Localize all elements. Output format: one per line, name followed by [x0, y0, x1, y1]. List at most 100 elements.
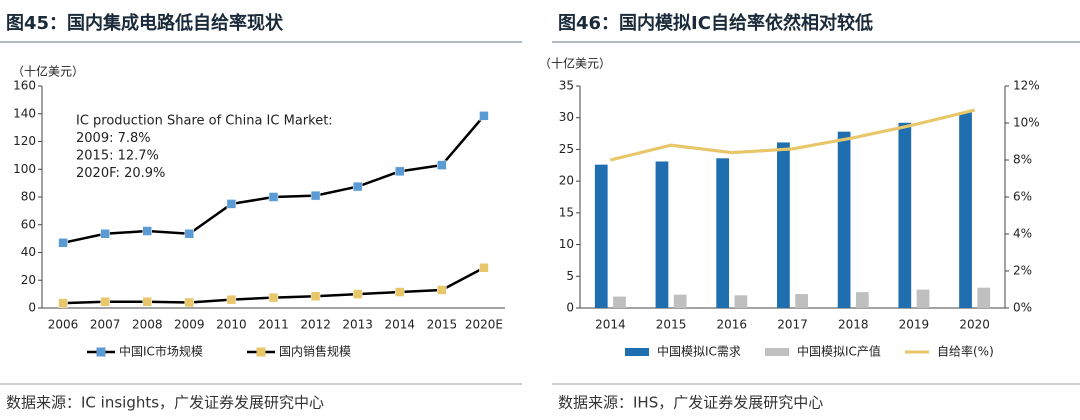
marker — [268, 292, 279, 303]
x-tick-label: 2017 — [777, 318, 808, 332]
y-tick-label: 30 — [559, 110, 574, 124]
x-tick-label: 2007 — [90, 318, 121, 332]
legend-marker — [96, 347, 106, 357]
y-tick-label: 35 — [559, 79, 574, 93]
y2-tick-label: 0% — [1013, 301, 1032, 315]
y-tick-label: 10 — [559, 237, 574, 251]
x-tick-label: 2011 — [258, 318, 289, 332]
marker — [184, 297, 195, 308]
y-tick-label: 5 — [566, 269, 574, 283]
y-tick-label: 15 — [559, 205, 574, 219]
legend-swatch — [765, 348, 789, 356]
marker — [58, 238, 68, 248]
legend-label: 中国模拟IC产值 — [797, 344, 881, 359]
marker — [479, 111, 489, 121]
chart-title: 图46：国内模拟IC自给率依然相对较低 — [558, 12, 873, 34]
y-tick-label: 0 — [566, 301, 574, 315]
bar — [916, 289, 930, 308]
marker — [352, 289, 363, 299]
y2-tick-label: 12% — [1013, 79, 1040, 93]
bar — [734, 295, 748, 308]
marker — [437, 160, 447, 170]
bar — [977, 287, 991, 308]
marker — [142, 226, 152, 236]
y-tick-label: 40 — [21, 245, 36, 259]
y2-tick-label: 4% — [1013, 227, 1032, 241]
annotation: IC production Share of China IC Market: — [76, 114, 333, 129]
y2-tick-label: 6% — [1013, 190, 1032, 204]
y2-tick-label: 8% — [1013, 153, 1032, 167]
x-tick-label: 2006 — [48, 318, 79, 332]
x-tick-label: 2013 — [342, 318, 373, 332]
marker — [184, 229, 195, 239]
x-tick-label: 2010 — [216, 318, 247, 332]
x-tick-label: 2016 — [717, 318, 748, 332]
legend-label: 国内销售规模 — [279, 344, 351, 359]
x-tick-label: 2018 — [838, 318, 869, 332]
y2-tick-label: 2% — [1013, 264, 1032, 278]
annotation: 2020F: 20.9% — [76, 166, 165, 181]
bar — [959, 112, 972, 309]
y-tick-label: 140 — [13, 106, 36, 120]
legend-marker — [256, 347, 266, 357]
y-axis-label: （十亿美元） — [12, 64, 84, 79]
x-tick-label: 2015 — [656, 318, 687, 332]
marker — [226, 294, 237, 305]
marker — [395, 287, 405, 297]
annotation: 2015: 12.7% — [76, 149, 159, 164]
marker — [268, 192, 279, 202]
marker — [352, 181, 363, 192]
marker — [437, 285, 447, 295]
y-tick-label: 160 — [13, 79, 36, 93]
y-tick-label: 25 — [559, 142, 574, 156]
series-line — [610, 108, 975, 162]
marker — [58, 298, 68, 308]
bar — [777, 142, 790, 308]
bar — [716, 158, 730, 308]
x-tick-label: 2019 — [899, 318, 930, 332]
annotation: 2009: 7.8% — [76, 131, 151, 146]
marker — [142, 297, 152, 307]
bar — [594, 164, 608, 308]
x-tick-label: 2008 — [132, 318, 163, 332]
source: 数据来源：IC insights，广发证券发展研究中心 — [6, 394, 324, 412]
bar — [795, 294, 808, 308]
legend-label: 中国IC市场规模 — [119, 344, 203, 359]
y-tick-label: 0 — [28, 301, 36, 315]
marker — [310, 190, 321, 201]
marker — [100, 297, 110, 307]
marker — [100, 229, 110, 239]
bar — [655, 161, 669, 308]
legend-label: 自给率(%) — [937, 344, 994, 359]
bar — [673, 294, 687, 308]
y-tick-label: 120 — [13, 134, 36, 148]
y-tick-label: 100 — [13, 162, 36, 176]
marker — [395, 166, 405, 177]
y-axis-label: （十亿美元） — [539, 56, 611, 71]
x-tick-label: 2020 — [959, 318, 990, 332]
x-tick-label: 2009 — [174, 318, 205, 332]
x-tick-label: 2020E — [465, 318, 503, 332]
chart-title: 图45：国内集成电路低自给率现状 — [6, 12, 284, 34]
marker — [226, 199, 237, 209]
series-line — [610, 108, 975, 162]
source: 数据来源：IHS，广发证券发展研究中心 — [558, 394, 823, 412]
y2-tick-label: 10% — [1013, 116, 1040, 130]
y-tick-label: 20 — [21, 273, 36, 287]
marker — [310, 291, 321, 301]
bar — [898, 122, 912, 308]
marker — [479, 263, 489, 273]
y-tick-label: 20 — [559, 174, 574, 188]
legend-label: 中国模拟IC需求 — [657, 344, 741, 359]
x-tick-label: 2014 — [595, 318, 626, 332]
legend-swatch — [625, 348, 649, 356]
y-tick-label: 60 — [21, 217, 36, 231]
y-tick-label: 80 — [21, 190, 36, 204]
x-tick-label: 2012 — [300, 318, 331, 332]
x-tick-label: 2015 — [427, 318, 458, 332]
bar — [613, 296, 626, 308]
x-tick-label: 2014 — [384, 318, 415, 332]
bar — [855, 292, 869, 308]
bar — [837, 131, 851, 308]
